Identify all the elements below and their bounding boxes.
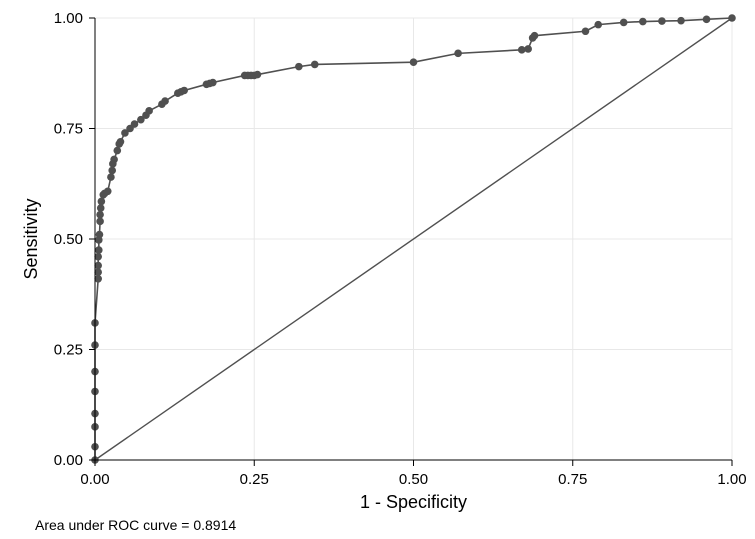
svg-text:0.75: 0.75	[558, 471, 587, 488]
svg-text:0.50: 0.50	[399, 471, 428, 488]
roc-chart: 0.00 0.25 0.50 0.75 1.00 0.00 0.25 0.50 0.75 1.00…	[0, 0, 755, 539]
caption: Area under ROC curve = 0.8914	[35, 517, 236, 533]
svg-text:1.00: 1.00	[717, 471, 746, 488]
svg-text:0.75: 0.75	[54, 121, 83, 138]
svg-text:1.00: 1.00	[54, 10, 83, 27]
svg-text:0.50: 0.50	[54, 231, 83, 248]
svg-text:0.25: 0.25	[54, 342, 83, 359]
svg-text:0.00: 0.00	[54, 452, 83, 469]
svg-text:1 - Specificity: 1 - Specificity	[360, 492, 467, 512]
svg-text:Sensitivity: Sensitivity	[21, 198, 41, 279]
svg-text:0.25: 0.25	[240, 471, 269, 488]
svg-text:0.00: 0.00	[80, 471, 109, 488]
